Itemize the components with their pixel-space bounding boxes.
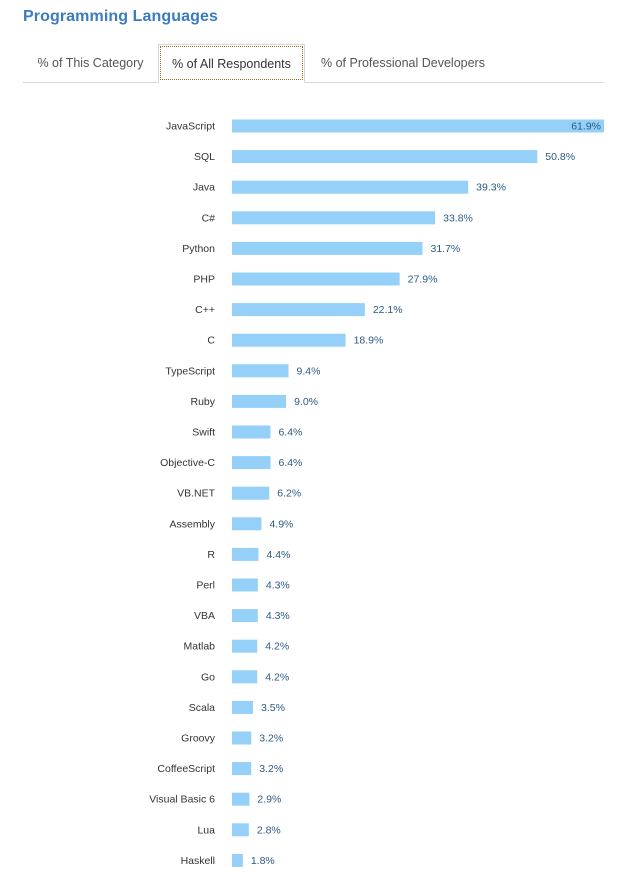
bar-c[interactable] <box>232 211 436 225</box>
value-label-java: 39.3% <box>476 182 506 194</box>
category-label-ruby: Ruby <box>190 396 215 408</box>
bar-ruby[interactable] <box>232 394 287 408</box>
bar-visual-basic-6[interactable] <box>232 792 250 806</box>
value-label-php: 27.9% <box>408 274 438 286</box>
bar-vba[interactable] <box>232 609 258 623</box>
category-label-typescript: TypeScript <box>165 365 215 377</box>
category-label-haskell: Haskell <box>181 855 215 867</box>
bar-scala[interactable] <box>232 700 254 714</box>
category-label-c: C# <box>202 212 216 224</box>
tab-bar: % of This Category % of All Respondents … <box>23 44 603 83</box>
category-label-vb-net: VB.NET <box>177 488 216 500</box>
value-label-sql: 50.8% <box>545 151 575 163</box>
bar-coffeescript[interactable] <box>232 762 252 776</box>
bar-chart: JavaScript 61.9% SQL 50.8% Java 39.3% C# 33.8% P… <box>149 119 604 867</box>
bar-java[interactable] <box>232 180 469 194</box>
value-label-groovy: 3.2% <box>259 733 283 745</box>
value-label-r: 4.4% <box>266 549 290 561</box>
category-label-assembly: Assembly <box>169 518 215 530</box>
value-label-haskell: 1.8% <box>251 855 275 867</box>
value-label-python: 31.7% <box>431 243 461 255</box>
value-label-go: 4.2% <box>265 671 289 683</box>
bar-python[interactable] <box>232 241 423 255</box>
value-label-visual-basic-6: 2.9% <box>257 794 281 806</box>
category-label-go: Go <box>201 671 215 683</box>
category-label-sql: SQL <box>194 151 215 163</box>
bar-perl[interactable] <box>232 578 258 592</box>
bar-php[interactable] <box>232 272 400 286</box>
category-label-c: C <box>207 335 215 347</box>
category-label-php: PHP <box>193 274 215 286</box>
category-label-vba: VBA <box>194 610 215 622</box>
tab-all-respondents-label: % of All Respondents <box>172 57 291 71</box>
bar-objective-c[interactable] <box>232 456 271 470</box>
bar-assembly[interactable] <box>232 517 262 531</box>
value-label-c: 33.8% <box>443 212 473 224</box>
category-label-scala: Scala <box>189 702 215 714</box>
value-label-javascript: 61.9% <box>571 121 601 133</box>
bar-typescript[interactable] <box>232 364 289 378</box>
value-label-lua: 2.8% <box>257 824 281 836</box>
value-label-perl: 4.3% <box>266 580 290 592</box>
bar-matlab[interactable] <box>232 639 258 653</box>
tab-professional-developers[interactable]: % of Professional Developers <box>321 56 485 70</box>
category-label-coffeescript: CoffeeScript <box>157 763 215 775</box>
bar-r[interactable] <box>232 547 259 561</box>
bar-c[interactable] <box>232 303 365 317</box>
category-label-groovy: Groovy <box>181 733 216 745</box>
category-label-swift: Swift <box>192 427 215 439</box>
bar-vb-net[interactable] <box>232 486 270 500</box>
value-label-c: 18.9% <box>354 335 384 347</box>
bar-haskell[interactable] <box>232 853 243 867</box>
category-label-visual-basic-6: Visual Basic 6 <box>149 794 215 806</box>
page-title: Programming Languages <box>23 8 219 25</box>
value-label-objective-c: 6.4% <box>278 457 302 469</box>
category-label-matlab: Matlab <box>183 641 215 653</box>
bar-javascript[interactable] <box>232 119 604 133</box>
value-label-vb-net: 6.2% <box>277 488 301 500</box>
category-label-python: Python <box>182 243 215 255</box>
category-label-objective-c: Objective-C <box>160 457 215 469</box>
bar-groovy[interactable] <box>232 731 252 745</box>
category-label-lua: Lua <box>197 824 215 836</box>
bar-c[interactable] <box>232 333 346 347</box>
value-label-scala: 3.5% <box>261 702 285 714</box>
value-label-vba: 4.3% <box>266 610 290 622</box>
tab-all-respondents[interactable]: % of All Respondents <box>158 44 305 83</box>
bar-lua[interactable] <box>232 823 249 837</box>
value-label-typescript: 9.4% <box>296 365 320 377</box>
value-label-assembly: 4.9% <box>269 518 293 530</box>
category-label-java: Java <box>193 182 215 194</box>
category-label-perl: Perl <box>196 580 215 592</box>
value-label-coffeescript: 3.2% <box>259 763 283 775</box>
bar-swift[interactable] <box>232 425 271 439</box>
value-label-matlab: 4.2% <box>265 641 289 653</box>
value-label-ruby: 9.0% <box>294 396 318 408</box>
bar-sql[interactable] <box>232 150 538 164</box>
value-label-swift: 6.4% <box>278 427 302 439</box>
category-label-c: C++ <box>195 304 215 316</box>
category-label-javascript: JavaScript <box>166 121 215 133</box>
category-label-r: R <box>207 549 215 561</box>
value-label-c: 22.1% <box>373 304 403 316</box>
tab-this-category[interactable]: % of This Category <box>37 56 144 70</box>
bar-go[interactable] <box>232 670 258 684</box>
